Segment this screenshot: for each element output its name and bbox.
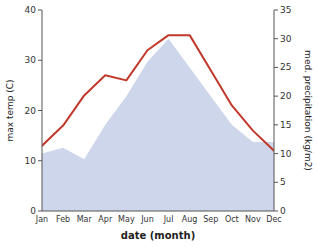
y-tick (38, 211, 42, 212)
y2-tick (274, 96, 278, 97)
y2-tick (274, 10, 278, 11)
x-tick-label: May (118, 215, 135, 224)
y-tick (38, 160, 42, 161)
temperature-line (42, 35, 274, 151)
x-axis-line (42, 211, 274, 212)
x-tick-label: Nov (245, 215, 261, 224)
y2-tick (274, 153, 278, 154)
x-tick-label: Aug (182, 215, 198, 224)
y2-tick-label: 35 (280, 5, 291, 15)
y2-axis-label: med. precipitation (kg/m2) (303, 50, 313, 171)
y-tick-label: 10 (25, 156, 37, 166)
y-axis-label: max temp (C) (5, 79, 15, 141)
precipitation-area (42, 39, 274, 211)
y2-tick (274, 67, 278, 68)
y-tick (38, 110, 42, 111)
x-tick-label: Mar (77, 215, 93, 224)
x-tick-label: Jan (35, 215, 48, 224)
x-axis-label: date (month) (121, 230, 195, 241)
x-tick-label: Feb (56, 215, 70, 224)
y2-tick-label: 20 (280, 91, 292, 101)
chart: 01020304005101520253035JanFebMarAprMayJu… (0, 0, 318, 247)
y2-tick-label: 30 (280, 34, 292, 44)
y2-tick (274, 38, 278, 39)
x-tick-label: Jun (140, 215, 154, 224)
y-tick (38, 10, 42, 11)
y2-tick (274, 182, 278, 183)
x-tick-label: Oct (225, 215, 239, 224)
y-tick-label: 30 (25, 55, 37, 65)
y-tick-label: 20 (25, 106, 37, 116)
x-tick-label: Jul (163, 215, 174, 224)
x-tick-label: Dec (266, 215, 281, 224)
y2-tick-label: 25 (280, 62, 291, 72)
y2-tick (274, 124, 278, 125)
y-tick-label: 40 (25, 5, 37, 15)
y2-tick (274, 211, 278, 212)
y2-axis-line (274, 10, 275, 211)
plot-area (42, 35, 274, 211)
y2-tick-label: 10 (280, 149, 292, 159)
y2-tick-label: 5 (280, 177, 286, 187)
x-tick-label: Apr (98, 215, 113, 224)
y2-tick-label: 15 (280, 120, 291, 130)
x-tick-label: Sep (203, 215, 218, 224)
y-tick (38, 60, 42, 61)
